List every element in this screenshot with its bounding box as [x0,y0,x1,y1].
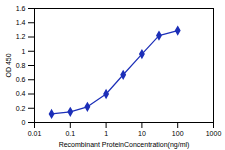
svg-text:10: 10 [138,130,146,137]
svg-text:0.4: 0.4 [16,90,26,97]
svg-text:Recombinant ProteinConcentrati: Recombinant ProteinConcentration(ng/ml) [59,141,190,149]
svg-text:1000: 1000 [206,130,222,137]
svg-text:0.2: 0.2 [16,104,26,111]
svg-text:1.2: 1.2 [16,33,26,40]
svg-text:1: 1 [22,47,26,54]
svg-text:1: 1 [104,130,108,137]
svg-text:100: 100 [172,130,184,137]
svg-text:0: 0 [22,119,26,126]
svg-text:0.6: 0.6 [16,76,26,83]
svg-text:1.6: 1.6 [16,5,26,12]
svg-text:1.4: 1.4 [16,19,26,26]
svg-text:0.1: 0.1 [65,130,75,137]
svg-text:0.01: 0.01 [28,130,42,137]
svg-text:0.8: 0.8 [16,62,26,69]
svg-text:OD 450: OD 450 [5,53,12,77]
